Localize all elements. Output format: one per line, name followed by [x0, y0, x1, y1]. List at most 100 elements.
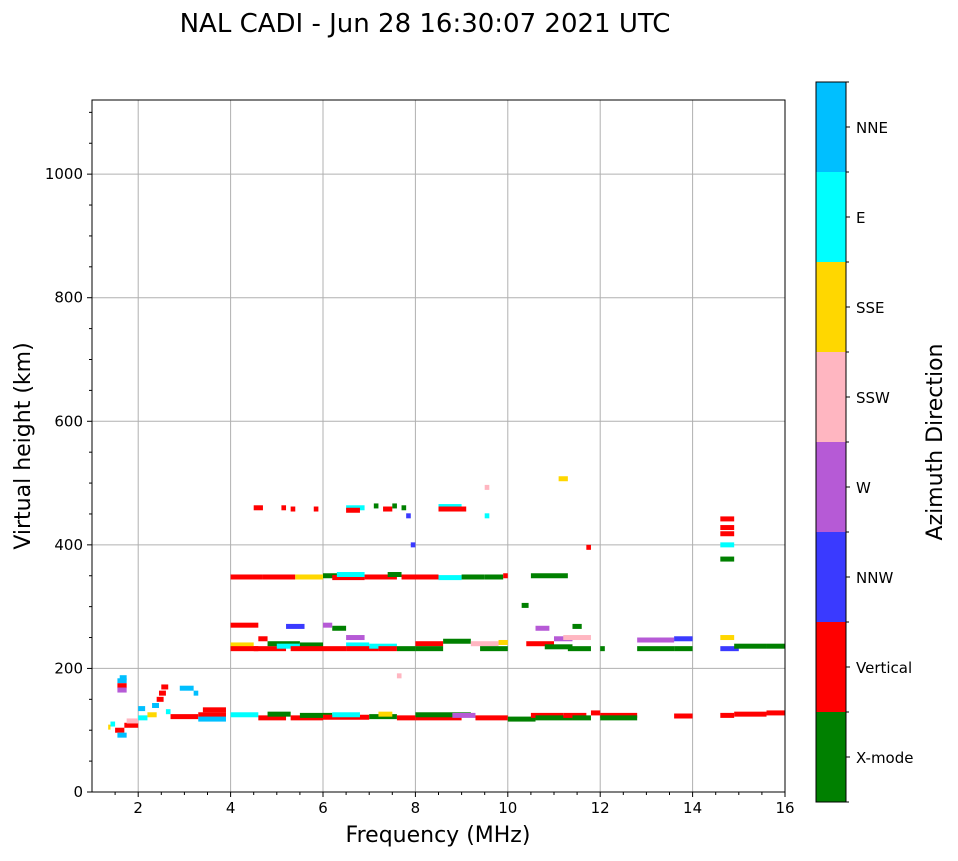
colorbar-swatch-x-mode — [816, 712, 846, 802]
echo-mark-x-mode — [332, 625, 347, 631]
echo-mark-e — [720, 542, 735, 548]
echo-mark-vertical — [161, 684, 169, 690]
y-tick-label: 400 — [54, 536, 83, 554]
echo-mark-vertical — [475, 715, 508, 721]
echo-mark-e — [110, 721, 116, 727]
echo-mark-x-mode — [507, 716, 536, 722]
echo-mark-x-mode — [521, 602, 529, 608]
echo-mark-e — [438, 575, 462, 581]
echo-mark-ssw — [470, 641, 499, 647]
echo-mark-x-mode — [572, 623, 582, 629]
y-tick-label: 1000 — [45, 165, 83, 183]
echo-mark-ssw — [484, 484, 490, 490]
colorbar-label-vertical: Vertical — [856, 659, 912, 677]
echo-mark-sse — [108, 724, 111, 730]
colorbar-swatch-w — [816, 442, 846, 532]
echo-mark-x-mode — [415, 646, 444, 652]
x-tick-label: 12 — [591, 799, 610, 817]
echo-mark-vertical — [290, 506, 296, 512]
echo-mark-e — [346, 642, 370, 648]
echo-mark-vertical — [258, 636, 268, 642]
echo-mark-x-mode — [567, 646, 591, 652]
colorbar-label-x-mode: X-mode — [856, 749, 913, 767]
echo-mark-nnw — [406, 513, 411, 519]
echo-mark-x-mode — [461, 574, 485, 580]
colorbar-label-nnw: NNW — [856, 569, 893, 587]
echo-mark-x-mode — [299, 712, 333, 718]
colorbar-label: Azimuth Direction — [923, 343, 948, 540]
echo-mark-vertical — [346, 507, 360, 513]
echo-mark-vertical — [415, 715, 462, 721]
echo-mark-w — [323, 622, 333, 628]
colorbar-label-sse: SSE — [856, 299, 885, 317]
echo-mark-x-mode — [544, 644, 573, 650]
echo-mark-w — [117, 687, 127, 693]
echo-mark-nnw — [410, 542, 416, 548]
echo-mark-vertical — [401, 574, 439, 580]
echo-mark-e — [276, 643, 305, 649]
echo-mark-vertical — [230, 574, 263, 580]
echo-mark-x-mode — [387, 572, 402, 578]
echo-mark-nne — [179, 685, 194, 691]
echo-mark-sse — [558, 476, 568, 482]
x-tick-label: 10 — [498, 799, 517, 817]
echo-mark-vertical — [323, 646, 347, 652]
echo-mark-x-mode — [401, 505, 407, 511]
echo-mark-vertical — [720, 516, 735, 522]
echo-mark-vertical — [202, 707, 226, 713]
axis-ticks: 2 4 6 8 10 12 14 16 0 200 400 600 800 1000 — [45, 111, 795, 817]
echo-mark-x-mode — [600, 715, 638, 721]
x-tick-label: 14 — [683, 799, 702, 817]
echo-mark-w — [535, 625, 550, 631]
echo-mark-x-mode — [443, 638, 471, 644]
colorbar: X-mode Vertical NNW W SSW SSE E NNE — [815, 81, 913, 803]
colorbar-label-e: E — [856, 209, 865, 227]
echo-mark-vertical — [766, 710, 785, 716]
colorbar-swatch-e — [816, 172, 846, 262]
echo-mark-vertical — [720, 531, 735, 537]
y-tick-label: 200 — [54, 659, 83, 677]
echo-mark-nne — [117, 678, 127, 684]
echo-mark-vertical — [117, 683, 127, 689]
echo-mark-vertical — [281, 505, 287, 511]
echo-mark-vertical — [258, 715, 287, 721]
colorbar-swatch-nne — [816, 82, 846, 172]
echo-mark-x-mode — [480, 646, 508, 652]
echo-mark-w — [452, 712, 476, 718]
data-marks — [108, 476, 785, 738]
echo-mark-e — [230, 712, 259, 718]
echo-mark-vertical — [170, 714, 199, 720]
echo-mark-vertical — [230, 646, 259, 652]
y-tick-label: 600 — [54, 412, 83, 430]
echo-mark-x-mode — [600, 646, 605, 652]
echo-mark-vertical — [253, 646, 287, 652]
echo-mark-e — [484, 513, 490, 519]
echo-mark-x-mode — [396, 646, 416, 652]
x-tick-label: 8 — [411, 799, 421, 817]
echo-mark-x-mode — [373, 503, 379, 509]
echo-mark-e — [138, 715, 148, 721]
echo-mark-nne — [198, 716, 226, 722]
x-tick-label: 6 — [318, 799, 328, 817]
echo-mark-vertical — [674, 713, 693, 719]
echo-mark-e — [332, 712, 360, 718]
plot-frame — [91, 99, 786, 793]
grid — [92, 100, 786, 793]
echo-mark-nne — [138, 706, 146, 712]
colorbar-swatch-sse — [816, 262, 846, 352]
colorbar-swatch-ssw — [816, 352, 846, 442]
echo-mark-x-mode — [572, 715, 591, 721]
chart-title: NAL CADI - Jun 28 16:30:07 2021 UTC — [180, 9, 671, 39]
echo-mark-sse — [147, 712, 157, 718]
echo-mark-vertical — [198, 712, 226, 718]
echo-mark-x-mode — [674, 646, 693, 652]
echo-mark-x-mode — [766, 643, 785, 649]
echo-mark-nne — [193, 690, 199, 696]
x-tick-label: 4 — [226, 799, 236, 817]
echo-mark-vertical — [332, 575, 365, 581]
echo-mark-vertical — [230, 622, 259, 628]
echo-mark-sse — [230, 642, 254, 648]
y-axis-label: Virtual height (km) — [11, 342, 36, 549]
